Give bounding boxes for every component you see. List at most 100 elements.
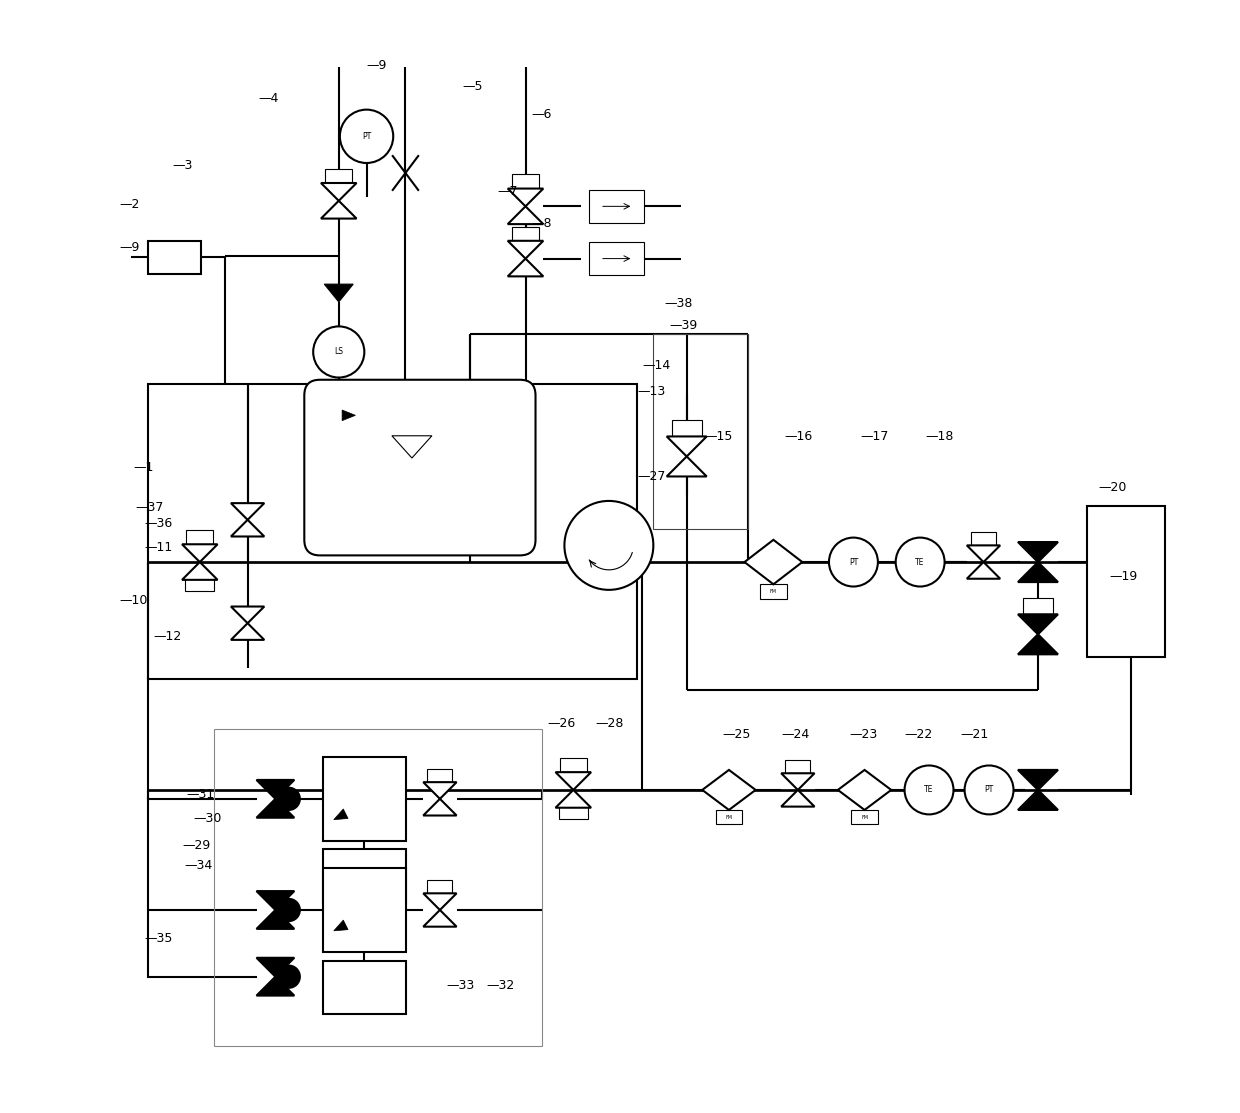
Polygon shape (231, 623, 264, 640)
Polygon shape (781, 774, 815, 790)
Polygon shape (1018, 614, 1058, 634)
Polygon shape (423, 910, 456, 927)
Polygon shape (182, 562, 217, 580)
Bar (512, 175, 539, 188)
Bar (785, 760, 811, 774)
Polygon shape (257, 977, 294, 996)
Polygon shape (231, 607, 264, 623)
Polygon shape (556, 790, 591, 808)
Text: PT: PT (985, 786, 993, 795)
Text: FM: FM (770, 589, 777, 594)
Polygon shape (1018, 562, 1058, 582)
Polygon shape (781, 790, 815, 807)
Text: —12: —12 (153, 630, 181, 643)
Text: —26: —26 (548, 717, 577, 730)
Polygon shape (257, 799, 294, 818)
Bar (653, 334, 748, 529)
Text: —37: —37 (135, 501, 164, 514)
Polygon shape (342, 410, 356, 421)
Bar (325, 169, 352, 183)
Bar (560, 758, 587, 772)
Polygon shape (1018, 790, 1058, 810)
Text: —20: —20 (1097, 481, 1126, 494)
Text: —13: —13 (637, 385, 666, 398)
Bar (322, 757, 405, 840)
Bar (428, 880, 453, 894)
Text: PT: PT (362, 131, 371, 141)
Polygon shape (423, 894, 456, 910)
Text: —9: —9 (367, 59, 387, 71)
Circle shape (895, 538, 945, 587)
Polygon shape (257, 892, 294, 910)
Bar (322, 849, 405, 903)
Circle shape (278, 966, 300, 988)
Text: TE: TE (924, 786, 934, 795)
Circle shape (564, 501, 653, 590)
Polygon shape (325, 284, 353, 302)
Circle shape (904, 766, 954, 815)
Bar (512, 227, 539, 240)
Text: —38: —38 (665, 296, 693, 309)
Bar (148, 240, 201, 274)
Polygon shape (321, 183, 357, 200)
Text: —18: —18 (926, 430, 954, 443)
Polygon shape (838, 770, 892, 810)
Text: LS: LS (335, 347, 343, 356)
Polygon shape (392, 436, 432, 459)
Text: —24: —24 (781, 728, 810, 741)
Bar (322, 868, 405, 952)
Text: —30: —30 (193, 812, 222, 826)
Text: —33: —33 (446, 979, 475, 992)
Circle shape (278, 899, 300, 922)
Bar (559, 806, 588, 819)
Polygon shape (321, 200, 357, 218)
Text: —35: —35 (144, 933, 172, 945)
Circle shape (314, 326, 365, 377)
Polygon shape (744, 540, 802, 584)
Bar (971, 532, 996, 545)
Text: FM: FM (861, 815, 868, 819)
Polygon shape (967, 545, 1001, 562)
Bar (715, 810, 743, 825)
Text: —36: —36 (144, 516, 172, 530)
Text: —27: —27 (637, 470, 666, 483)
Text: —8: —8 (531, 217, 552, 229)
Text: —4: —4 (259, 92, 279, 105)
Text: —32: —32 (486, 979, 515, 992)
Bar (672, 421, 702, 436)
Polygon shape (556, 772, 591, 790)
Text: —16: —16 (785, 430, 812, 443)
Polygon shape (1018, 634, 1058, 654)
Text: —31: —31 (186, 788, 215, 801)
Text: —22: —22 (904, 728, 932, 741)
Polygon shape (334, 809, 348, 819)
Bar (185, 578, 215, 591)
Polygon shape (1018, 542, 1058, 562)
Text: —14: —14 (642, 358, 671, 372)
Text: —29: —29 (182, 839, 211, 853)
Text: —2: —2 (120, 198, 140, 210)
Text: —6: —6 (531, 108, 552, 120)
FancyBboxPatch shape (304, 380, 536, 555)
Polygon shape (257, 958, 294, 977)
Text: —21: —21 (960, 728, 988, 741)
Text: —5: —5 (463, 80, 482, 92)
Bar (186, 530, 213, 544)
Circle shape (830, 538, 878, 587)
Polygon shape (507, 240, 543, 258)
Text: —9: —9 (120, 242, 140, 254)
Bar (322, 961, 405, 1014)
Bar (589, 242, 645, 275)
Bar (760, 584, 786, 599)
Polygon shape (702, 770, 755, 810)
Circle shape (278, 788, 300, 810)
Text: —17: —17 (861, 430, 889, 443)
Bar (851, 810, 878, 825)
Bar (331, 451, 508, 536)
Text: —23: —23 (849, 728, 877, 741)
Bar (1023, 599, 1053, 614)
Polygon shape (507, 206, 543, 224)
Text: —10: —10 (120, 594, 148, 608)
Polygon shape (257, 910, 294, 929)
Polygon shape (231, 503, 264, 520)
